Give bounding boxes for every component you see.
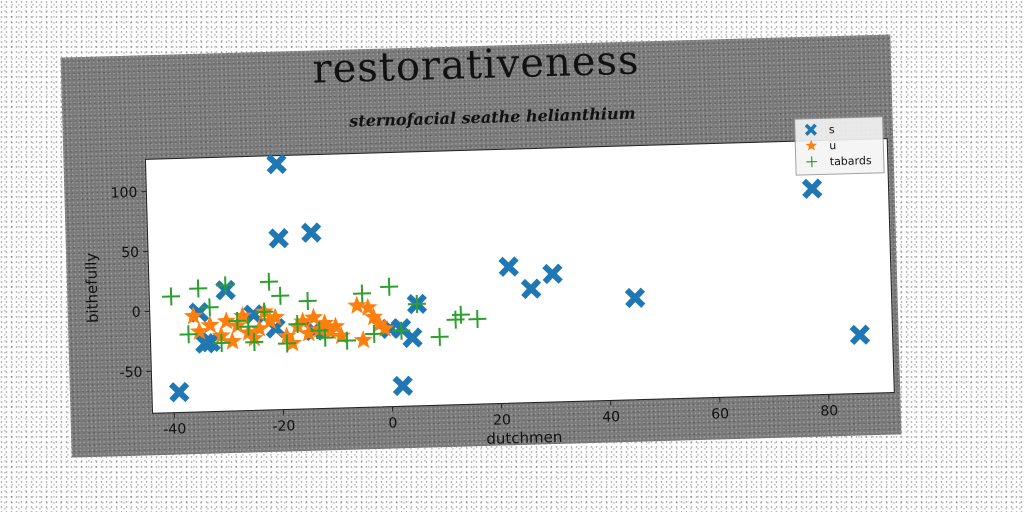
x-tick-label: -20 — [272, 418, 295, 435]
point-s — [498, 256, 519, 277]
point-tabards — [337, 331, 357, 350]
point-s — [542, 263, 563, 285]
point-tabards — [407, 294, 426, 313]
point-s — [849, 324, 871, 346]
point-tabards — [179, 325, 198, 344]
chart-subtitle: sternofacial seathe helianthium — [348, 104, 636, 131]
y-tick-label: 0 — [132, 305, 141, 321]
point-tabards — [278, 334, 297, 353]
point-u — [189, 321, 209, 340]
legend-marker — [804, 123, 818, 136]
point-s — [520, 278, 542, 300]
legend-label: u — [829, 139, 836, 152]
x-axis-label: dutchmen — [486, 428, 562, 448]
legend-label: tabards — [830, 154, 872, 168]
y-tick-label: 100 — [110, 185, 137, 202]
point-u — [375, 318, 395, 338]
point-u — [347, 295, 367, 314]
legend-marker — [806, 156, 818, 168]
point-s — [392, 375, 414, 397]
point-tabards — [228, 311, 247, 330]
point-u — [200, 315, 220, 334]
scatter-chart: restorativeness sternofacial seathe heli… — [82, 38, 895, 448]
point-tabards — [430, 327, 449, 346]
y-axis-label: bithefully — [82, 252, 102, 323]
point-s — [801, 178, 823, 199]
point-tabards — [189, 279, 208, 298]
x-tick-label: 40 — [602, 409, 620, 425]
point-u — [265, 307, 285, 326]
point-tabards — [380, 277, 399, 296]
x-tick-label: 20 — [493, 412, 511, 428]
point-u — [353, 330, 373, 349]
x-tick-label: 0 — [388, 415, 397, 431]
point-s — [266, 153, 287, 175]
plot-area — [144, 138, 895, 414]
legend-marker — [805, 139, 817, 151]
point-s — [268, 228, 289, 249]
point-s — [300, 222, 322, 243]
point-tabards — [255, 302, 274, 321]
x-tick-label: 60 — [711, 406, 729, 422]
chart-title: restorativeness — [312, 38, 640, 93]
point-tabards — [216, 276, 235, 295]
point-tabards — [392, 321, 411, 340]
point-tabards — [353, 284, 372, 303]
y-tick-label: 50 — [121, 245, 139, 261]
point-tabards — [239, 317, 258, 336]
point-tabards — [259, 272, 278, 291]
legend-item-tabards: tabards — [806, 154, 872, 168]
point-u — [293, 311, 313, 330]
legend-label: s — [829, 123, 835, 136]
series-tabards — [162, 272, 487, 353]
point-tabards — [298, 292, 317, 311]
point-tabards — [271, 286, 290, 305]
chart-figure: restorativeness sternofacial seathe heli… — [60, 34, 902, 458]
point-tabards — [200, 298, 219, 317]
point-s — [624, 287, 646, 309]
point-u — [222, 331, 242, 350]
legend-box — [794, 116, 885, 176]
point-s — [168, 381, 190, 403]
point-tabards — [288, 315, 307, 334]
point-u — [260, 311, 280, 330]
point-tabards — [212, 333, 231, 353]
point-s — [200, 331, 221, 353]
legend-item-u: u — [805, 139, 836, 152]
y-tick-label: -50 — [119, 365, 142, 382]
x-tick-label: 80 — [820, 403, 838, 419]
legend: su tabards — [794, 116, 885, 176]
point-tabards — [451, 305, 470, 324]
point-tabards — [245, 333, 264, 352]
legend-item-s: s — [804, 123, 835, 136]
point-u — [298, 323, 319, 342]
point-u — [183, 306, 203, 325]
point-tabards — [162, 287, 181, 306]
point-tabards — [468, 310, 487, 329]
point-tabards — [316, 328, 335, 347]
point-u — [249, 318, 269, 338]
axis-ticks: -40 -20 0 20 40 60 80 -50 0 50 100 — [110, 185, 838, 438]
data-points — [162, 153, 871, 403]
point-tabards — [365, 324, 384, 343]
x-tick-label: -40 — [163, 421, 186, 438]
